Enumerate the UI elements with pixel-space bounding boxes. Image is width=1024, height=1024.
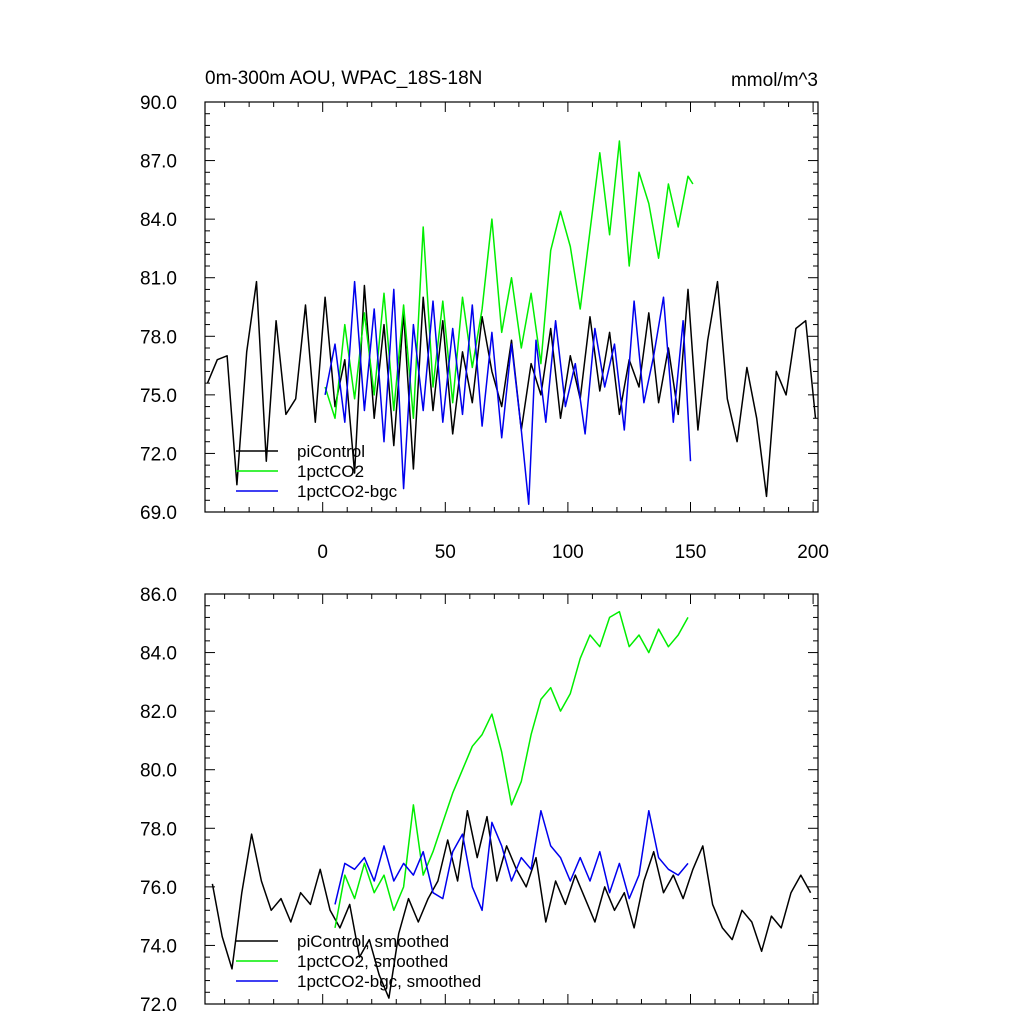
bottom-line-picontrol-smoothed bbox=[211, 809, 812, 999]
top-tick-labels: 69.0 72.0 75.0 78.0 81.0 84.0 87.0 90.0 0 50 100 15… bbox=[140, 93, 829, 563]
bottom-ytick-label: 80.0 bbox=[140, 761, 177, 782]
top-ytick-label: 75.0 bbox=[140, 386, 177, 407]
bottom-panel: 72.0 74.0 76.0 78.0 80.0 82.0 84.0 86.0 piContr… bbox=[140, 585, 819, 1016]
top-plot-frame bbox=[204, 101, 819, 513]
bottom-ytick-label: 86.0 bbox=[140, 585, 177, 606]
bottom-legend-label-1pctco2-bgc-smoothed: 1pctCO2-bgc, smoothed bbox=[297, 972, 481, 991]
top-legend-label-1pctco2: 1pctCO2 bbox=[297, 462, 364, 481]
bottom-ytick-label: 74.0 bbox=[140, 936, 177, 957]
top-chart-title: 0m-300m AOU, WPAC_18S-18N bbox=[205, 68, 482, 89]
bottom-ticks bbox=[205, 593, 818, 1005]
bottom-legend-label-1pctco2-smoothed: 1pctCO2, smoothed bbox=[297, 952, 448, 971]
top-ytick-label: 72.0 bbox=[140, 444, 177, 465]
top-xtick-label: 0 bbox=[317, 542, 328, 563]
bottom-ytick-label: 76.0 bbox=[140, 878, 177, 899]
top-line-1pctco2 bbox=[324, 140, 694, 420]
top-ytick-label: 90.0 bbox=[140, 93, 177, 114]
bottom-line-1pctco2-smoothed bbox=[334, 610, 689, 929]
top-ytick-label: 81.0 bbox=[140, 269, 177, 290]
bottom-ytick-label: 84.0 bbox=[140, 644, 177, 665]
top-panel: 0m-300m AOU, WPAC_18S-18N mmol/m^3 69.0 7… bbox=[140, 68, 829, 563]
top-xtick-label: 150 bbox=[675, 542, 707, 563]
top-ytick-label: 84.0 bbox=[140, 210, 177, 231]
top-legend-label-picontrol: piControl bbox=[297, 442, 365, 461]
bottom-plot-frame bbox=[204, 593, 819, 1005]
bottom-line-1pctco2-bgc-smoothed bbox=[334, 809, 689, 912]
bottom-tick-labels: 72.0 74.0 76.0 78.0 80.0 82.0 84.0 86.0 bbox=[140, 585, 177, 1016]
bottom-legend-label-picontrol-smoothed: piControl, smoothed bbox=[297, 932, 449, 951]
top-chart-units: mmol/m^3 bbox=[731, 70, 818, 91]
top-series-lines bbox=[206, 140, 817, 505]
bottom-series-lines bbox=[211, 610, 812, 999]
top-legend-label-1pctco2-bgc: 1pctCO2-bgc bbox=[297, 482, 398, 501]
top-xtick-label: 50 bbox=[435, 542, 456, 563]
top-line-picontrol bbox=[206, 280, 817, 498]
bottom-ytick-label: 78.0 bbox=[140, 819, 177, 840]
top-xtick-label: 200 bbox=[797, 542, 829, 563]
bottom-ytick-label: 82.0 bbox=[140, 702, 177, 723]
top-ytick-label: 78.0 bbox=[140, 327, 177, 348]
bottom-ytick-label: 72.0 bbox=[140, 995, 177, 1016]
top-line-1pctco2-bgc bbox=[324, 280, 692, 505]
top-ytick-label: 69.0 bbox=[140, 503, 177, 524]
top-ytick-label: 87.0 bbox=[140, 152, 177, 173]
top-xtick-label: 100 bbox=[552, 542, 584, 563]
